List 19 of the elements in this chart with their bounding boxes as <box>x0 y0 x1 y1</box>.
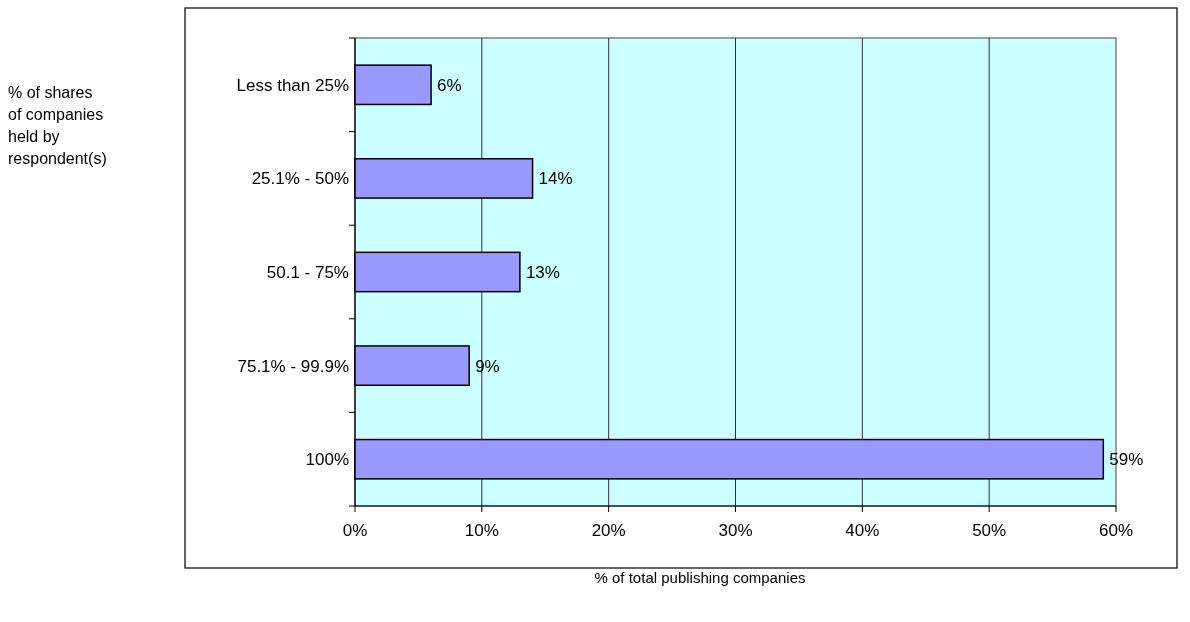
data-label: 13% <box>525 262 560 282</box>
text: % of shares of companies held by respondent(s) <box>8 84 107 167</box>
data-label: 14% <box>538 169 573 189</box>
x-tick-label: 10% <box>464 521 499 540</box>
x-tick-label: 60% <box>1098 521 1134 540</box>
y-tick-label: 25.1% - 50% <box>251 169 349 189</box>
y-tick-label: 75.1% - 99.9% <box>237 356 349 376</box>
x-tick-label: 30% <box>718 521 753 540</box>
y-tick-label: Less than 25% <box>236 75 349 95</box>
x-axis-title: % of total publishing companies <box>594 569 806 586</box>
x-tick-label: 50% <box>972 521 1007 540</box>
y-tick-label: 100% <box>305 450 349 470</box>
data-label: 59% <box>1109 450 1144 470</box>
x-tick-label: 20% <box>591 521 626 540</box>
x-tick-label: 40% <box>845 521 880 540</box>
y-tick-label: 50.1 - 75% <box>266 262 349 282</box>
x-tick-label: 0% <box>342 521 368 540</box>
data-label: 6% <box>437 75 462 95</box>
data-label: 9% <box>475 356 500 376</box>
